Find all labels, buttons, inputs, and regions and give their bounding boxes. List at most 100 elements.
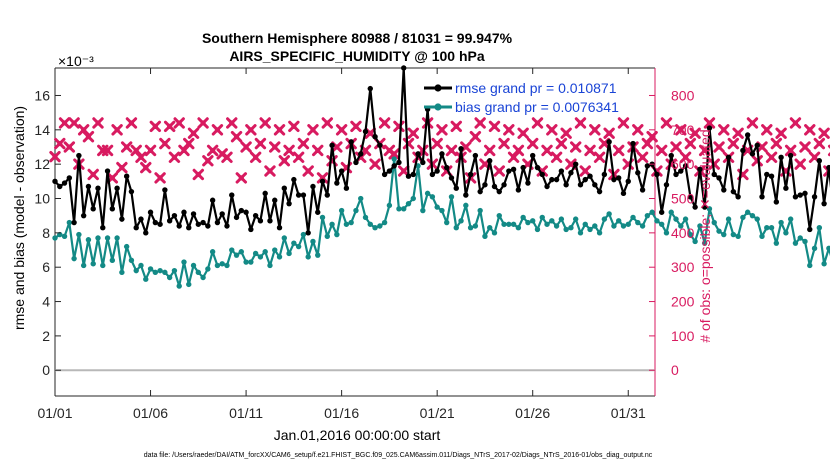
obs-marker-center bbox=[635, 127, 641, 133]
rmse-point bbox=[467, 171, 474, 178]
rmse-point bbox=[262, 190, 268, 197]
obs-marker-center bbox=[224, 154, 230, 160]
bias-point bbox=[477, 207, 483, 214]
bias-point bbox=[711, 219, 717, 226]
bias-point bbox=[420, 207, 426, 214]
rmse-point bbox=[668, 152, 674, 159]
bias-point bbox=[162, 269, 168, 276]
bias-point bbox=[816, 225, 823, 231]
bias-point bbox=[123, 243, 130, 250]
rmse-point bbox=[214, 219, 221, 226]
rmse-point bbox=[90, 206, 96, 212]
rmse-point bbox=[611, 176, 617, 183]
y-right-tick-label: 600 bbox=[671, 156, 695, 172]
rmse-point bbox=[348, 139, 354, 145]
bias-point bbox=[530, 218, 536, 224]
rmse-point bbox=[401, 65, 407, 71]
rmse-point bbox=[76, 152, 82, 159]
rmse-point bbox=[530, 152, 536, 159]
bias-point bbox=[248, 259, 254, 265]
bias-point bbox=[181, 259, 187, 265]
bias-point bbox=[658, 221, 665, 227]
rmse-point bbox=[315, 209, 321, 215]
bias-point bbox=[405, 200, 412, 207]
bias-point bbox=[358, 195, 364, 202]
obs-marker-center bbox=[448, 147, 455, 154]
rmse-point bbox=[195, 221, 202, 227]
rmse-point bbox=[620, 190, 627, 197]
bias-point bbox=[635, 219, 641, 226]
rmse-point bbox=[515, 187, 522, 193]
bias-point bbox=[224, 262, 230, 269]
rmse-point bbox=[152, 219, 159, 226]
bias-point bbox=[544, 221, 550, 227]
obs-marker-center bbox=[463, 144, 469, 150]
obs-marker-center bbox=[620, 120, 627, 126]
bias-point bbox=[133, 267, 139, 274]
bias-point bbox=[506, 221, 512, 227]
rmse-point bbox=[797, 192, 803, 198]
obs-marker-center bbox=[181, 147, 187, 154]
rmse-point bbox=[458, 146, 464, 152]
rmse-point bbox=[109, 206, 116, 212]
obs-marker-center bbox=[534, 120, 541, 126]
obs-marker-center bbox=[109, 175, 115, 181]
bias-point bbox=[229, 247, 235, 253]
bias-point bbox=[329, 221, 335, 227]
bias-point bbox=[85, 237, 92, 243]
obs-marker-center bbox=[773, 140, 779, 147]
bias-point bbox=[71, 255, 77, 262]
obs-marker-center bbox=[735, 130, 741, 136]
axis-ticks: 01/01 01/06 01/11 01/16 01/21 01/26 01/31 0 2 4 6 8… bbox=[34, 68, 695, 421]
bias-point bbox=[744, 209, 751, 215]
obs-marker-center bbox=[453, 123, 459, 129]
bias-point bbox=[286, 250, 292, 257]
rmse-point bbox=[826, 164, 830, 171]
bias-point bbox=[491, 230, 498, 236]
bias-point bbox=[539, 214, 545, 221]
bias-point bbox=[687, 231, 694, 238]
obs-marker-center bbox=[807, 127, 813, 133]
rmse-point bbox=[434, 168, 440, 174]
bias-point bbox=[128, 257, 135, 264]
bias-point bbox=[233, 252, 240, 258]
bias-point bbox=[401, 206, 407, 212]
bias-point bbox=[257, 254, 264, 260]
bias-point bbox=[157, 267, 163, 274]
rmse-point bbox=[233, 214, 240, 221]
obs-marker-center bbox=[530, 140, 536, 147]
rmse-point bbox=[338, 168, 345, 174]
obs-marker-center bbox=[821, 130, 827, 136]
rmse-point bbox=[305, 230, 311, 236]
rmse-point bbox=[630, 140, 636, 147]
bias-point bbox=[190, 262, 197, 269]
obs-marker-center bbox=[281, 158, 287, 164]
rmse-point bbox=[229, 192, 235, 198]
rmse-point bbox=[615, 175, 622, 181]
rmse-point bbox=[166, 218, 173, 224]
y-right-tick-label: 300 bbox=[671, 259, 695, 275]
bias-point bbox=[735, 233, 741, 239]
rmse-point bbox=[85, 183, 92, 190]
obs-marker-center bbox=[544, 147, 550, 154]
bias-point bbox=[109, 257, 116, 264]
rmse-point bbox=[448, 175, 455, 181]
bias-point bbox=[334, 231, 340, 238]
bias-point bbox=[482, 233, 488, 239]
rmse-point bbox=[778, 154, 784, 160]
bias-point bbox=[391, 156, 397, 162]
bias-point bbox=[630, 214, 636, 221]
rmse-point bbox=[487, 158, 493, 164]
rmse-point bbox=[768, 173, 775, 179]
bias-point bbox=[362, 214, 369, 221]
obs-marker-center bbox=[716, 144, 722, 150]
rmse-point bbox=[501, 182, 507, 188]
bias-point bbox=[811, 245, 818, 252]
bias-point bbox=[171, 267, 178, 274]
bias-point bbox=[568, 225, 574, 231]
series-bias bbox=[52, 156, 830, 289]
obs-marker-center bbox=[147, 147, 154, 154]
rmse-point bbox=[463, 192, 469, 198]
bias-point bbox=[119, 269, 125, 276]
data-file-footer: data file: /Users/raeder/DAI/ATM_forcXX/… bbox=[144, 452, 653, 459]
